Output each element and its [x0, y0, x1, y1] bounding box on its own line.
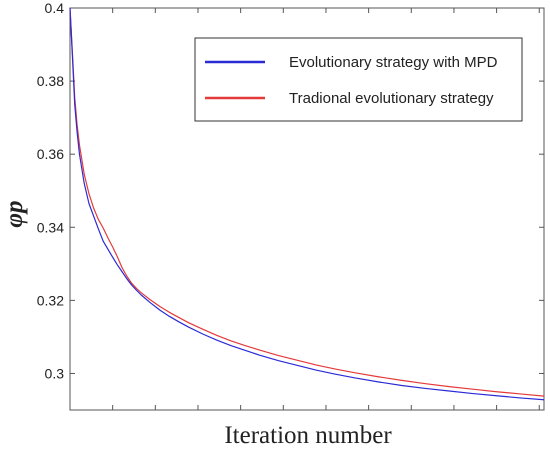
- series-line-traditional: [69, 7, 545, 397]
- legend-label-mpd: Evolutionary strategy with MPD: [289, 54, 498, 71]
- y-tick-label: 0.36: [37, 146, 64, 162]
- legend-label-traditional: Tradional evolutionary strategy: [289, 90, 494, 107]
- y-tick-label: 0.4: [45, 0, 65, 16]
- y-tick-label: 0.38: [37, 73, 64, 89]
- y-axis-title: φp: [1, 200, 28, 227]
- series-line-mpd: [69, 7, 545, 401]
- x-axis: [69, 8, 540, 410]
- x-axis-title: Iteration number: [224, 422, 392, 449]
- series-layer: [69, 7, 545, 401]
- y-axis: 0.3 0.32 0.34 0.36 0.38 0.4: [37, 0, 544, 381]
- y-tick-label: 0.34: [37, 219, 64, 235]
- y-tick-label: 0.32: [37, 292, 64, 308]
- legend: Evolutionary strategy with MPD Tradional…: [194, 37, 523, 122]
- y-tick-label: 0.3: [45, 365, 65, 381]
- legend-box: [194, 37, 523, 122]
